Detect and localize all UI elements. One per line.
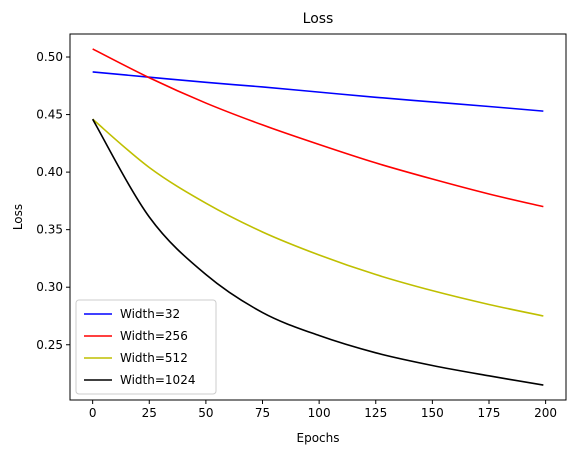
legend-label: Width=256 bbox=[120, 329, 188, 343]
x-tick-label: 50 bbox=[198, 406, 213, 420]
chart-title: Loss bbox=[303, 11, 334, 27]
x-tick-label: 100 bbox=[308, 406, 331, 420]
legend-box bbox=[75, 299, 217, 395]
x-tick-label: 75 bbox=[255, 406, 270, 420]
x-tick-label: 200 bbox=[534, 406, 557, 420]
x-axis-ticks: 0 25 50 75 100 125 150 175 200 bbox=[89, 400, 557, 420]
legend-label: Width=1024 bbox=[120, 373, 195, 387]
y-axis-title: Loss bbox=[11, 204, 25, 230]
series-layer bbox=[91, 48, 544, 386]
plot-frame bbox=[69, 33, 567, 401]
x-tick-label: 150 bbox=[421, 406, 444, 420]
legend: Width=32 Width=256 Width=512 Width=1024 bbox=[75, 299, 217, 395]
series-line-width-32 bbox=[92, 71, 544, 112]
legend-label: Width=512 bbox=[120, 351, 188, 365]
legend-label: Width=32 bbox=[120, 307, 180, 321]
x-tick-label: 0 bbox=[89, 406, 97, 420]
x-tick-label: 25 bbox=[142, 406, 157, 420]
y-tick-label: 0.40 bbox=[36, 165, 63, 179]
series-line-width-512 bbox=[92, 118, 544, 317]
series-line-width-256 bbox=[92, 48, 544, 208]
y-tick-label: 0.50 bbox=[36, 50, 63, 64]
x-tick-label: 125 bbox=[364, 406, 387, 420]
y-axis-ticks: 0.25 0.30 0.35 0.40 0.45 0.50 bbox=[36, 50, 70, 352]
y-tick-label: 0.45 bbox=[36, 108, 63, 122]
y-tick-label: 0.35 bbox=[36, 223, 63, 237]
series-line-width-1024 bbox=[91, 118, 544, 386]
x-tick-label: 175 bbox=[478, 406, 501, 420]
y-tick-label: 0.30 bbox=[36, 280, 63, 294]
y-tick-label: 0.25 bbox=[36, 338, 63, 352]
x-axis-title: Epochs bbox=[297, 431, 340, 445]
